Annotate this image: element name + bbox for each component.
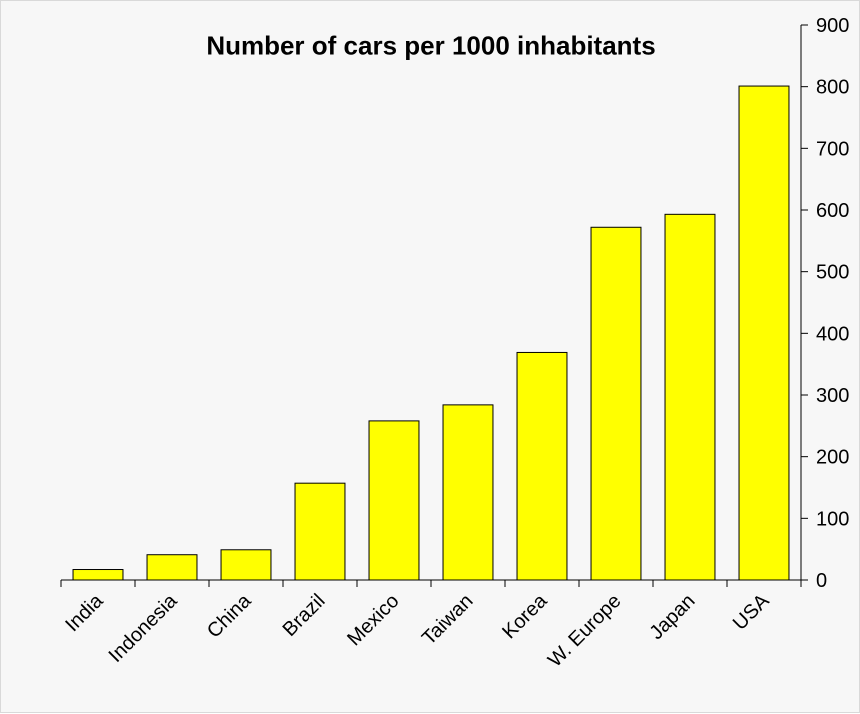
bar-india <box>72 569 124 581</box>
y-tick-label: 100 <box>816 508 849 530</box>
x-tick-label: USA <box>729 590 774 635</box>
y-tick-label: 0 <box>816 570 827 592</box>
y-tick-label: 700 <box>816 138 849 160</box>
y-tick-label: 600 <box>816 200 849 222</box>
x-tick-label: China <box>203 589 256 642</box>
bar-taiwan <box>442 404 494 581</box>
y-tick-label: 300 <box>816 385 849 407</box>
x-tick-label: Indonesia <box>105 589 183 667</box>
x-tick-label: Taiwan <box>418 590 478 650</box>
x-tick-label: Japan <box>645 590 699 644</box>
x-tick-label: W. Europe <box>544 590 626 672</box>
bar-brazil <box>294 482 346 581</box>
y-tick-label: 800 <box>816 77 849 99</box>
y-tick-label: 400 <box>816 323 849 345</box>
y-tick-label: 500 <box>816 262 849 284</box>
x-tick-label: Korea <box>498 589 552 643</box>
bar-korea <box>516 351 568 581</box>
bar-mexico <box>368 420 420 581</box>
y-tick-label: 900 <box>816 15 849 37</box>
x-tick-label: Mexico <box>343 590 403 650</box>
bars-group <box>72 85 790 581</box>
bar-usa <box>738 85 790 581</box>
chart-title: Number of cars per 1000 inhabitants <box>206 30 656 61</box>
y-tick-label: 200 <box>816 447 849 469</box>
x-tick-label: Brazil <box>279 590 330 641</box>
bar-indonesia <box>146 554 198 581</box>
ticks-group <box>60 24 808 587</box>
x-tick-label: India <box>61 589 108 636</box>
bar-japan <box>664 213 716 581</box>
bar-w-europe <box>590 226 642 581</box>
bar-china <box>220 549 272 581</box>
